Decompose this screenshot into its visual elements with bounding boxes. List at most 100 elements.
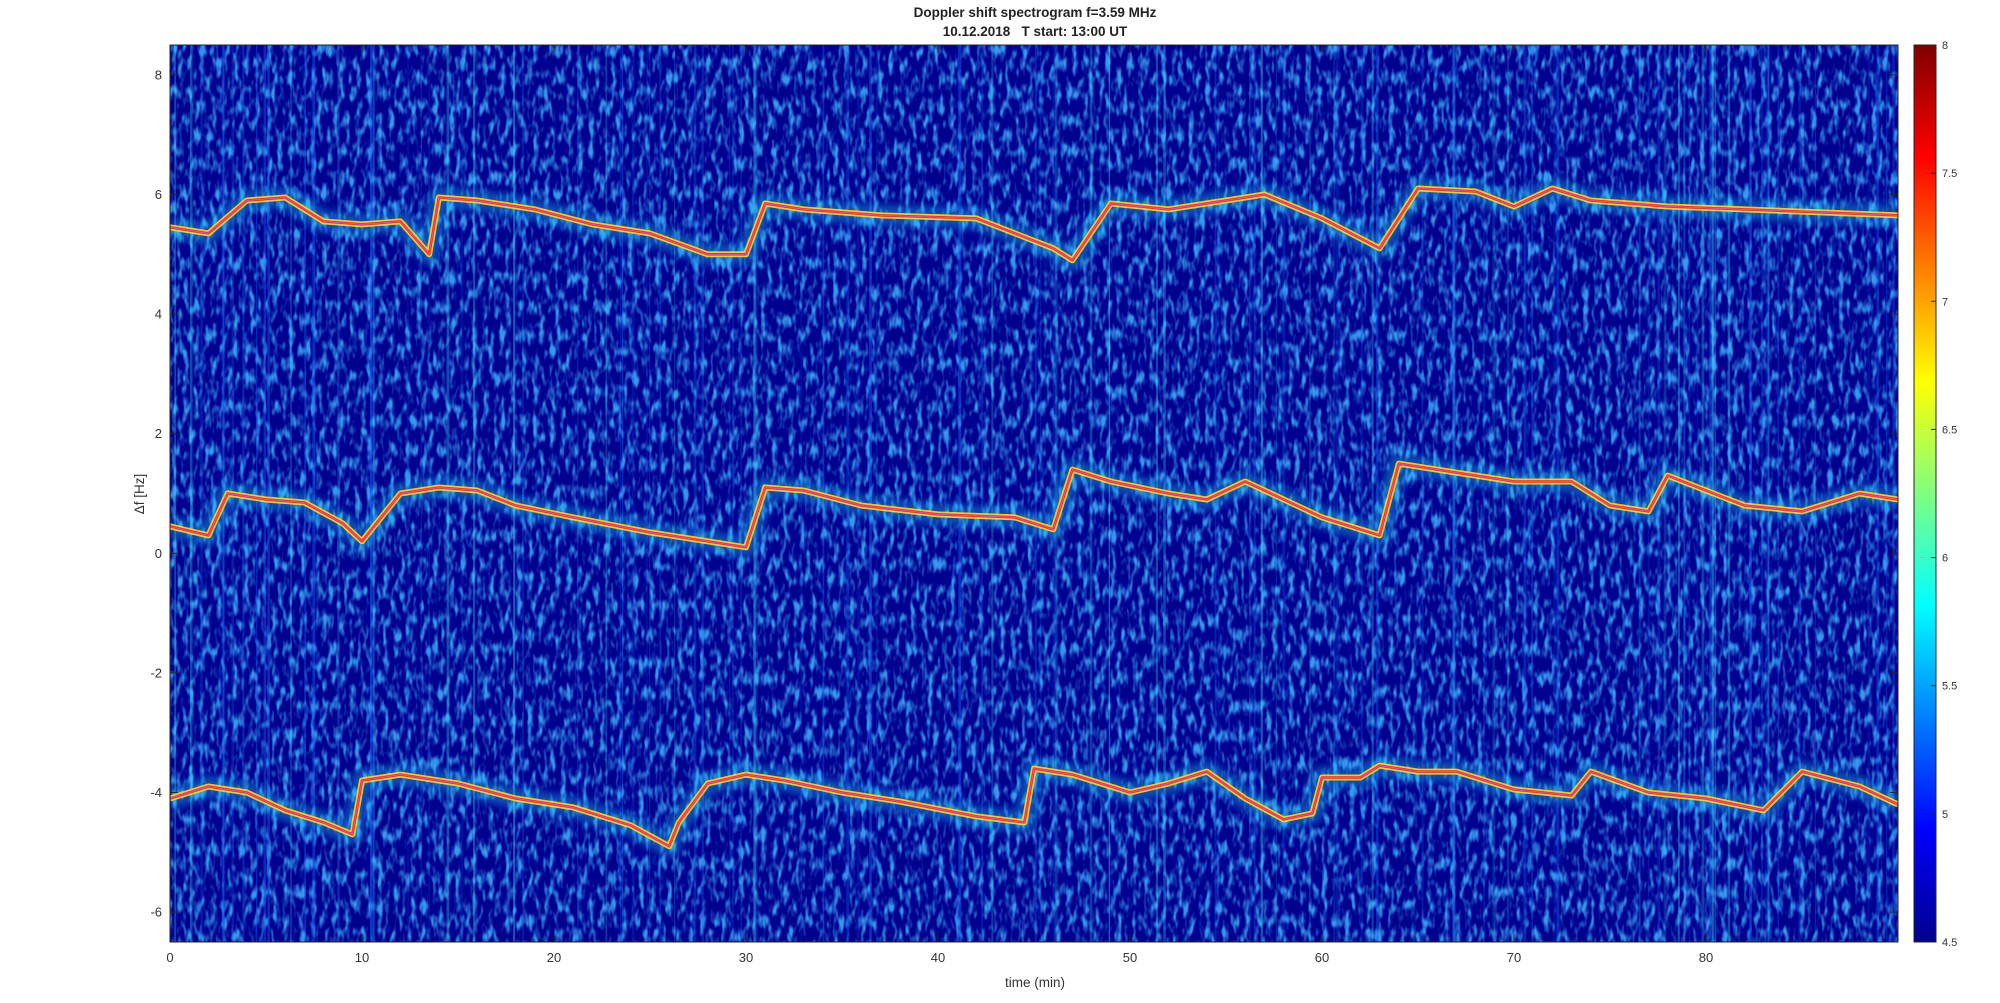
noise-streak (1531, 45, 1533, 942)
noise-streak (1639, 45, 1641, 942)
noise-streak (1452, 45, 1456, 942)
noise-streak (337, 45, 340, 942)
x-tick-label: 0 (166, 950, 173, 965)
noise-streak (876, 45, 878, 942)
noise-streak (369, 45, 373, 942)
y-tick-label: -2 (150, 665, 162, 680)
noise-streak (981, 45, 983, 942)
noise-streak (370, 45, 373, 942)
noise-streak (1814, 45, 1816, 942)
noise-streak (649, 45, 651, 942)
noise-streak (373, 45, 375, 942)
colorbar-tick-label: 7.5 (1942, 168, 1957, 180)
noise-streak (190, 45, 193, 942)
y-tick-label: -4 (150, 785, 162, 800)
noise-streak (740, 45, 742, 942)
y-axis: -6 -4 -2 0 2 4 6 8 (150, 67, 1898, 920)
noise-streak (1749, 45, 1752, 942)
plot-frame (169, 44, 1899, 943)
noise-streak (958, 45, 962, 942)
noise-streak (312, 45, 315, 942)
noise-streak (991, 45, 994, 942)
trace-2-fit (170, 463, 1898, 548)
noise-streak (200, 45, 203, 942)
noise-streak (1765, 45, 1767, 942)
noise-streak (1108, 45, 1111, 942)
noise-streak (673, 45, 676, 942)
noise-streak (1798, 45, 1801, 942)
noise-streak (1375, 45, 1379, 942)
colorbar-gradient (1913, 44, 1937, 943)
noise-streak (1523, 45, 1527, 942)
noise-streak (1678, 45, 1680, 942)
x-axis-label: time (min) (1005, 975, 1065, 990)
x-axis: 0 10 20 30 40 50 60 70 80 (166, 45, 1713, 965)
y-tick-label: 2 (155, 426, 162, 441)
noise-streak (619, 45, 622, 942)
noise-streak (646, 45, 648, 942)
noise-streak (1556, 45, 1560, 942)
chart-title: Doppler shift spectrogram f=3.59 MHz (914, 5, 1157, 20)
trace-1-fit (170, 187, 1898, 261)
chart-subtitle: 10.12.2018 T start: 13:00 UT (943, 24, 1128, 39)
noise-streak (1506, 45, 1510, 942)
noise-streak (1421, 45, 1424, 942)
x-tick-label: 80 (1699, 950, 1713, 965)
noise-streak (522, 45, 524, 942)
x-tick-label: 10 (355, 950, 369, 965)
trace-layer (170, 177, 1898, 858)
colorbar-ticks: 5 5.5 6 6.5 7 7.5 8 4.5 (1931, 40, 1957, 949)
noise-streak (313, 45, 316, 942)
noise-streak (1453, 45, 1456, 942)
colorbar-tick-label: 7 (1942, 296, 1948, 308)
noise-streak (631, 45, 635, 942)
trace-3-fit (170, 764, 1898, 847)
noise-streak (1034, 45, 1037, 942)
noise-streak (1083, 45, 1085, 942)
noise-streak (869, 45, 872, 942)
noise-streak (174, 45, 177, 942)
noise-streak (1333, 45, 1336, 942)
noise-streak (1360, 45, 1363, 942)
y-tick-label: 6 (155, 187, 162, 202)
noise-streak (1371, 45, 1373, 942)
noise-streak (1039, 45, 1042, 942)
noise-streak (1638, 45, 1641, 942)
y-tick-label: 8 (155, 67, 162, 82)
noise-streak (1483, 45, 1485, 942)
colorbar-tick-label: 5 (1942, 809, 1948, 821)
noise-streak (981, 45, 983, 942)
colorbar-tick-label: 5.5 (1942, 681, 1957, 693)
noise-streak (1749, 45, 1752, 942)
noise-streak (1336, 45, 1338, 942)
y-axis-label: Δf [Hz] (132, 474, 147, 515)
x-tick-label: 20 (547, 950, 561, 965)
y-tick-label: -6 (150, 905, 162, 920)
noise-streak (1089, 45, 1093, 942)
noise-streak (1309, 45, 1311, 942)
x-tick-label: 50 (1123, 950, 1137, 965)
noise-streak (622, 45, 624, 942)
noise-streak (605, 45, 608, 942)
x-tick-label: 60 (1315, 950, 1329, 965)
colorbar-tick-label: 8 (1942, 40, 1948, 52)
noise-streak (732, 45, 734, 942)
noise-streak (693, 45, 697, 942)
noise-streak (1492, 45, 1496, 942)
noise-streak (1452, 45, 1454, 942)
noise-streak (1338, 45, 1340, 942)
colorbar-tick-label: 6 (1942, 553, 1948, 565)
y-tick-label: 4 (155, 307, 162, 322)
noise-streak (1371, 45, 1374, 942)
colorbar-tick-label: 6.5 (1942, 424, 1957, 436)
x-tick-label: 30 (739, 950, 753, 965)
noise-streak (740, 45, 742, 942)
x-tick-label: 70 (1507, 950, 1521, 965)
noise-streak (729, 45, 731, 942)
noise-streak (1553, 45, 1556, 942)
noise-streak (659, 45, 661, 942)
x-tick-label: 40 (931, 950, 945, 965)
noise-streak (337, 45, 340, 942)
noise-streak (577, 45, 579, 942)
noise-streak (701, 45, 704, 942)
